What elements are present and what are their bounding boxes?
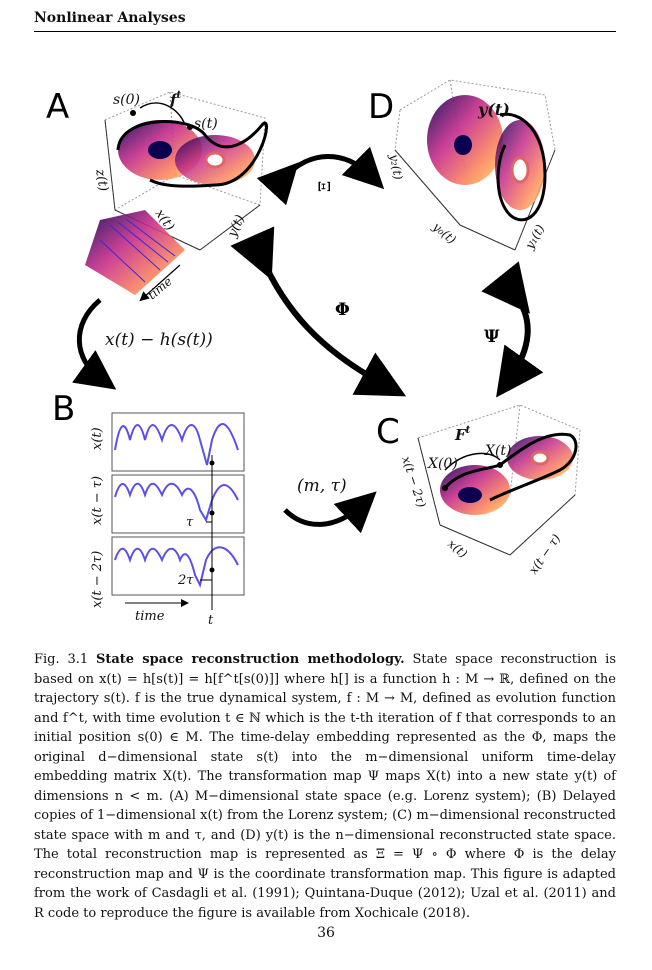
label-X0: X(0) [427, 456, 458, 472]
label-st: s(t) [194, 116, 218, 132]
label-yt-bold: y(t) [477, 100, 510, 119]
caption-title: State space reconstruction methodology. [95, 652, 405, 667]
panel-label-a: A [46, 87, 69, 127]
label-Xt: X(t) [484, 443, 512, 459]
label-psi: Ψ [484, 327, 500, 347]
arrow-b-to-c [283, 491, 377, 534]
label-b-y3: x(t − 2τ) [90, 551, 105, 608]
label-two-tau: 2τ [177, 573, 194, 588]
label-b-y2: x(t − τ) [90, 476, 105, 525]
header-rule [34, 31, 616, 32]
panel-label-c: C [376, 412, 400, 452]
panel-label-d: D [368, 87, 394, 127]
caption-body: State space reconstruction is based on x… [34, 652, 616, 921]
panel-c-embedding: Ft X(0) X(t) x(t − 2τ) x(t) x(t − τ) [399, 404, 581, 577]
panel-d-reconstructed-state: y(t) y₂(t) y₀(t) y₁(t) [387, 79, 556, 252]
axis-label-c-x: x(t) [445, 537, 470, 561]
panel-label-b: B [52, 389, 75, 429]
label-b-t: t [208, 613, 214, 628]
arrow-xi [256, 146, 385, 206]
arrow-phi [230, 226, 407, 397]
panel-b-delay-series: τ 2τ time t x(t) x(t − τ) x(t − 2τ) [90, 412, 245, 628]
label-xi: Ξ [315, 181, 334, 192]
label-x-minus-h: x(t) − h(s(t)) [105, 330, 213, 350]
caption-prefix: Fig. 3.1 [34, 652, 89, 667]
label-tau: τ [186, 515, 194, 530]
figure-caption: Fig. 3.1 State space reconstruction meth… [34, 650, 616, 923]
page-number: 36 [317, 925, 335, 941]
label-Ft: Ft [454, 425, 471, 444]
axis-label-y1: y₁(t) [522, 222, 548, 252]
figure: A D B C s(0) ft s(t) z(t) x(t) y(t) time [46, 79, 581, 628]
label-m-tau: (m, τ) [297, 476, 347, 496]
arrow-a-to-b [72, 298, 117, 390]
label-s0: s(0) [113, 92, 140, 108]
axis-label-z: z(t) [92, 167, 111, 192]
running-header: Nonlinear Analyses [34, 10, 186, 26]
axis-label-y0: y₀(t) [429, 219, 459, 247]
arrow-psi [481, 261, 544, 398]
axis-label-c-y: x(t − τ) [526, 531, 564, 576]
label-ft: ft [169, 90, 181, 109]
label-b-time: time [135, 609, 165, 624]
axis-label-y2: y₂(t) [387, 152, 405, 181]
label-phi: Φ [335, 300, 350, 320]
label-b-y1: x(t) [90, 427, 105, 450]
